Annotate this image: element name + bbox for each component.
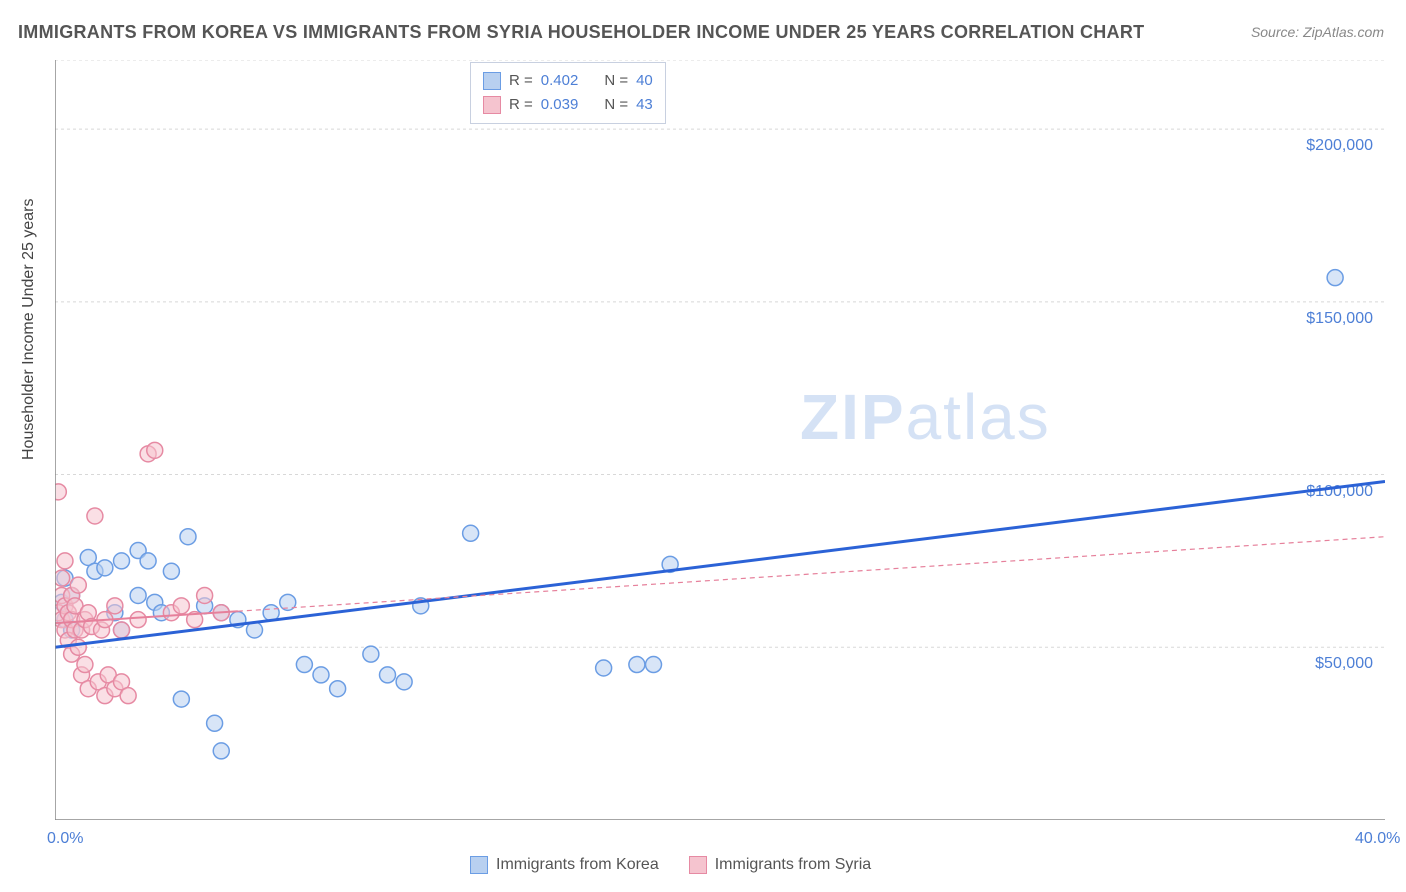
- data-point: [55, 570, 70, 586]
- data-point: [55, 484, 66, 500]
- x-tick-label: 40.0%: [1355, 830, 1400, 848]
- grid-layer: [55, 60, 1385, 647]
- data-point: [180, 529, 196, 545]
- data-point: [296, 657, 312, 673]
- chart-container: IMMIGRANTS FROM KOREA VS IMMIGRANTS FROM…: [0, 0, 1406, 892]
- data-point: [213, 743, 229, 759]
- data-point: [197, 587, 213, 603]
- axis-layer: [55, 60, 1385, 820]
- r-label: R =: [509, 93, 533, 117]
- data-point: [396, 674, 412, 690]
- data-point: [130, 587, 146, 603]
- data-point: [646, 657, 662, 673]
- legend-item-syria: Immigrants from Syria: [689, 856, 871, 874]
- source-label: Source:: [1251, 24, 1299, 40]
- n-label: N =: [604, 69, 628, 93]
- source-value: ZipAtlas.com: [1303, 24, 1384, 40]
- swatch-korea: [483, 72, 501, 90]
- points-layer: [55, 270, 1343, 759]
- swatch-syria-icon: [689, 856, 707, 874]
- data-point: [313, 667, 329, 683]
- data-point: [173, 691, 189, 707]
- data-point: [87, 508, 103, 524]
- chart-title: IMMIGRANTS FROM KOREA VS IMMIGRANTS FROM…: [18, 22, 1144, 43]
- legend-item-korea: Immigrants from Korea: [470, 856, 659, 874]
- legend-row-syria: R = 0.039 N = 43: [483, 93, 653, 117]
- x-tick-label: 0.0%: [47, 830, 83, 848]
- data-point: [1327, 270, 1343, 286]
- legend-row-korea: R = 0.402 N = 40: [483, 69, 653, 93]
- source-attribution: Source: ZipAtlas.com: [1251, 24, 1384, 40]
- data-point: [70, 639, 86, 655]
- data-point: [97, 560, 113, 576]
- n-value-korea: 40: [636, 69, 653, 93]
- data-point: [107, 598, 123, 614]
- data-point: [173, 598, 189, 614]
- data-point: [147, 442, 163, 458]
- r-label: R =: [509, 69, 533, 93]
- data-point: [70, 577, 86, 593]
- data-point: [207, 715, 223, 731]
- data-point: [330, 681, 346, 697]
- data-point: [463, 525, 479, 541]
- data-point: [380, 667, 396, 683]
- plot-area: $50,000$100,000$150,000$200,000 0.0%40.0…: [55, 60, 1385, 820]
- legend-label-korea: Immigrants from Korea: [496, 856, 659, 874]
- series-legend: Immigrants from Korea Immigrants from Sy…: [470, 856, 871, 874]
- data-point: [114, 553, 130, 569]
- y-axis-label: Householder Income Under 25 years: [20, 199, 38, 460]
- data-point: [140, 553, 156, 569]
- trend-line-extrapolated: [238, 537, 1385, 611]
- legend-label-syria: Immigrants from Syria: [715, 856, 871, 874]
- data-point: [596, 660, 612, 676]
- data-point: [114, 622, 130, 638]
- data-point: [120, 688, 136, 704]
- correlation-legend: R = 0.402 N = 40 R = 0.039 N = 43: [470, 62, 666, 124]
- data-point: [363, 646, 379, 662]
- trend-line: [55, 481, 1385, 647]
- swatch-korea-icon: [470, 856, 488, 874]
- data-point: [77, 657, 93, 673]
- data-point: [130, 612, 146, 628]
- r-value-korea: 0.402: [541, 69, 579, 93]
- data-point: [57, 553, 73, 569]
- trend-layer: [55, 481, 1385, 647]
- swatch-syria: [483, 96, 501, 114]
- n-value-syria: 43: [636, 93, 653, 117]
- data-point: [163, 563, 179, 579]
- data-point: [629, 657, 645, 673]
- n-label: N =: [604, 93, 628, 117]
- r-value-syria: 0.039: [541, 93, 579, 117]
- plot-svg: [55, 60, 1385, 820]
